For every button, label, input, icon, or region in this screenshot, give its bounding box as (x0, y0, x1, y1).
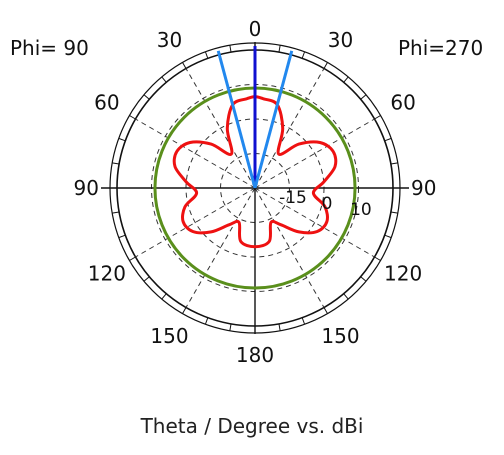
grid-spoke (254, 118, 375, 189)
angle-tick (118, 137, 126, 142)
angle-label-150: 150 (321, 324, 359, 348)
grid-spoke (254, 68, 325, 189)
angle-label-0: 0 (249, 17, 262, 41)
marker-line-1 (216, 50, 257, 189)
angle-tick (278, 323, 281, 331)
phi-right-label: Phi=270 (398, 36, 483, 60)
grid-spoke (254, 187, 325, 308)
angle-tick (161, 76, 167, 83)
angle-tick (301, 51, 306, 59)
angle-tick (374, 256, 381, 261)
angle-tick (204, 51, 209, 59)
pattern-traces (153, 46, 357, 290)
angle-tick (384, 234, 392, 239)
grid-spoke (254, 187, 375, 258)
angle-label-90: 90 (74, 176, 99, 200)
angle-tick (129, 115, 136, 120)
angle-tick (384, 137, 392, 142)
angle-tick (161, 293, 167, 300)
angle-tick (204, 317, 209, 325)
angle-label-30: 30 (328, 28, 353, 52)
angle-label-60: 60 (94, 91, 119, 115)
angle-tick (129, 256, 136, 261)
angle-tick (301, 317, 306, 325)
phi-left-label: Phi= 90 (10, 36, 89, 60)
angle-tick (112, 211, 120, 214)
angle-tick (374, 115, 381, 120)
angle-label-90: 90 (411, 176, 436, 200)
angle-tick (343, 293, 349, 300)
angle-tick (343, 76, 349, 83)
grid-spoke (135, 118, 256, 189)
angle-tick (182, 62, 187, 69)
angle-tick (112, 162, 120, 165)
angle-tick (360, 276, 367, 282)
angle-tick (390, 162, 398, 165)
angle-labels: 0 30 30 60 60 90 90 120 120 150 150 180 -15 0 10 (74, 17, 437, 367)
grid-spoke (185, 187, 256, 308)
grid-spoke (135, 187, 256, 258)
angle-tick (360, 94, 367, 100)
grid-spoke (185, 68, 256, 189)
angle-label-120: 120 (88, 262, 126, 286)
angle-tick (229, 323, 232, 331)
angle-tick (118, 234, 126, 239)
polar-grid (101, 42, 409, 334)
angle-tick (278, 45, 281, 53)
angle-tick (143, 276, 150, 282)
marker-line-2 (253, 50, 294, 189)
angle-tick (323, 307, 328, 314)
angle-tick (390, 211, 398, 214)
angle-label-180: 180 (236, 343, 274, 367)
radial-label-10: 10 (350, 200, 372, 220)
angle-label-60: 60 (390, 91, 415, 115)
angle-label-30: 30 (157, 28, 182, 52)
angle-tick (323, 62, 328, 69)
angle-tick (143, 94, 150, 100)
angle-label-120: 120 (384, 262, 422, 286)
radial-label-0: 0 (322, 194, 333, 214)
chart-caption: Theta / Degree vs. dBi (140, 414, 364, 438)
radial-label--15: -15 (279, 188, 307, 208)
angle-tick (182, 307, 187, 314)
angle-tick (229, 45, 232, 53)
angle-label-150: 150 (150, 324, 188, 348)
